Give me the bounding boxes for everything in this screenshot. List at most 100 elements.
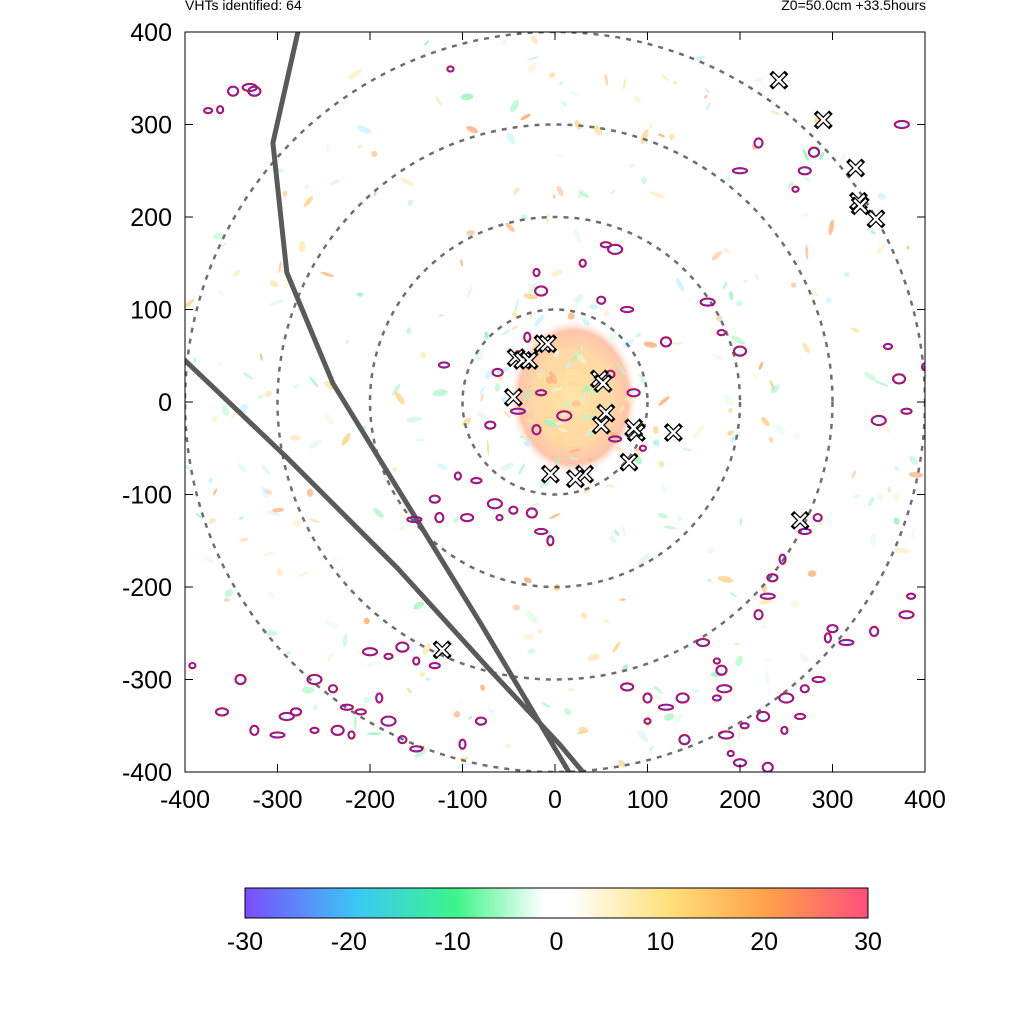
field-speck: [424, 40, 430, 46]
colorbar-tick-labels: -30 -20 -10 0 10 20 30: [227, 928, 882, 956]
contour-inner: [447, 66, 454, 72]
field-speck: [330, 179, 341, 185]
contour-outer: [234, 673, 247, 686]
contour-inner: [600, 242, 611, 248]
range-ring: [461, 308, 649, 496]
contour-inner: [340, 704, 353, 710]
timestamp-label: Z0=50.0cm +33.5hours: [781, 0, 926, 13]
contour-inner: [579, 259, 586, 267]
vht-marker: [432, 640, 452, 660]
field-speck: [877, 192, 887, 200]
field-speck: [694, 688, 700, 693]
field-speck: [800, 653, 809, 663]
field-speck: [406, 687, 412, 694]
field-speck: [593, 124, 603, 136]
colorbar-tick-label: -20: [331, 928, 367, 956]
field-speck: [519, 435, 524, 439]
field-speck: [565, 400, 571, 410]
contour-outer: [753, 609, 764, 621]
field-speck: [468, 716, 473, 720]
field-speck: [290, 435, 302, 441]
contour-outer: [458, 738, 467, 750]
field-speck: [660, 482, 667, 494]
field-speck: [758, 361, 764, 370]
field-speck: [657, 513, 669, 519]
field-speck: [571, 400, 581, 407]
field-speck: [523, 390, 531, 400]
field-speck: [278, 261, 282, 272]
field-speck: [661, 74, 670, 81]
field-speck: [325, 620, 339, 630]
contour-outer: [289, 707, 303, 717]
colorbar-tick-label: 10: [646, 928, 674, 956]
field-speck: [761, 624, 768, 630]
colorbar-tick-label: -30: [227, 928, 263, 956]
field-speck: [574, 120, 582, 130]
field-speck: [541, 702, 551, 708]
contour-outer: [794, 712, 807, 721]
contour-inner: [679, 735, 690, 745]
y-tick-label: -100: [122, 482, 172, 510]
field-speck: [579, 191, 590, 198]
field-speck: [580, 413, 595, 421]
contour-inner: [429, 663, 440, 669]
field-speck: [693, 424, 704, 438]
contour-inner: [557, 411, 572, 421]
contour-outer: [780, 725, 789, 735]
contour-outer: [470, 477, 483, 485]
field-speck: [587, 653, 600, 662]
field-speck: [574, 293, 584, 304]
field-speck: [237, 463, 247, 473]
field-speck: [867, 496, 875, 507]
field-speck: [283, 283, 289, 289]
field-speck: [894, 465, 900, 472]
field-speck: [650, 191, 666, 199]
field-speck: [802, 342, 810, 354]
field-speck: [568, 456, 579, 461]
field-speck: [510, 99, 519, 112]
field-speck: [663, 713, 675, 721]
field-speck: [484, 331, 489, 340]
field-speck: [605, 484, 616, 488]
contour-outer: [532, 267, 541, 278]
field-speck: [555, 352, 560, 358]
contour-inner: [532, 425, 541, 435]
field-speck: [356, 125, 372, 134]
field-speck: [681, 448, 693, 452]
contour-inner: [250, 725, 259, 735]
contour-inner: [660, 337, 672, 347]
contour-inner: [839, 639, 854, 646]
field-speck: [342, 633, 348, 647]
track-line: [270, 32, 572, 772]
field-speck: [555, 394, 561, 400]
field-speck: [623, 79, 627, 90]
field-speck: [202, 556, 216, 564]
field-speck: [527, 648, 536, 654]
contour-inner: [609, 436, 622, 442]
contour-inner: [757, 711, 770, 722]
field-speck: [363, 696, 371, 703]
field-speck: [564, 369, 579, 376]
field-speck: [503, 410, 511, 418]
field-speck: [365, 661, 381, 668]
field-speck: [400, 178, 414, 186]
field-speck: [327, 653, 333, 663]
field-speck: [341, 432, 351, 446]
field-speck: [803, 213, 809, 218]
contour-inner: [893, 374, 906, 384]
contour-outer: [739, 722, 750, 730]
colorbar-tick-label: 20: [750, 928, 778, 956]
contour-outer: [759, 592, 776, 600]
field-speck: [589, 303, 599, 310]
contour-inner: [754, 138, 763, 148]
contour-outer: [893, 119, 910, 130]
field-speck: [549, 371, 557, 385]
field-speck: [282, 190, 287, 197]
field-speck: [731, 335, 746, 345]
contour-outer: [731, 167, 749, 175]
field-speck: [456, 762, 471, 768]
field-speck: [840, 152, 846, 165]
contour-inner: [290, 708, 302, 716]
contour-outer: [718, 730, 735, 740]
contour-inner: [328, 685, 338, 693]
